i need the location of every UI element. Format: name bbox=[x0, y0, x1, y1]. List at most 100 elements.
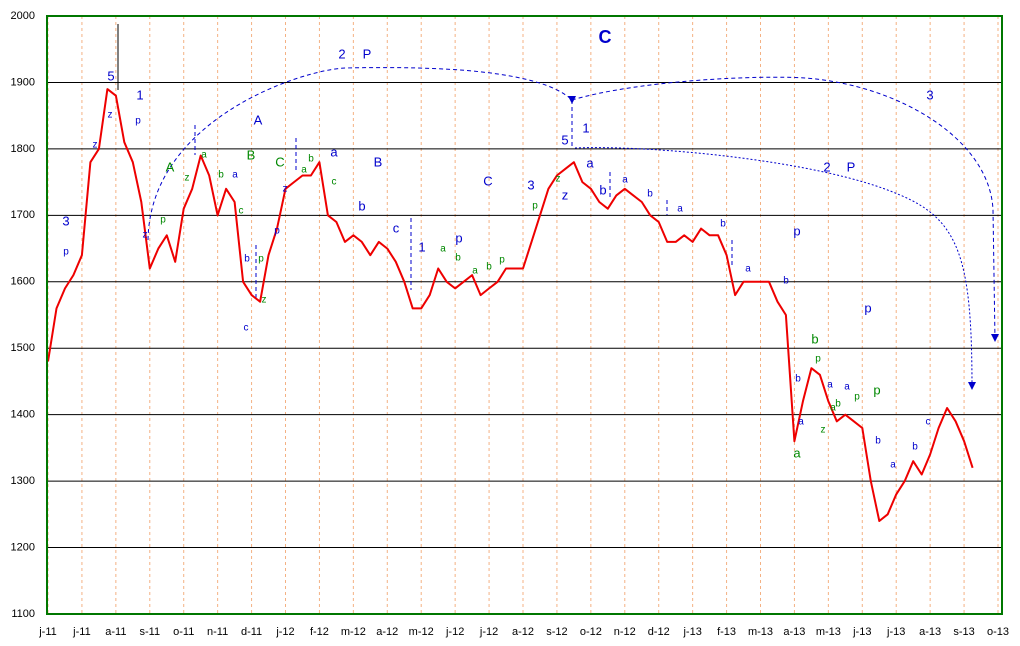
y-tick-label: 1500 bbox=[11, 342, 35, 354]
wave-label: 5 bbox=[107, 68, 114, 83]
wave-label: 1 bbox=[418, 239, 425, 254]
wave-label: A bbox=[254, 112, 263, 127]
x-tick-label: j-12 bbox=[445, 626, 464, 638]
wave-label: z bbox=[108, 110, 113, 121]
x-tick-label: m-12 bbox=[341, 626, 366, 638]
x-tick-label: s-12 bbox=[546, 626, 567, 638]
y-tick-label: 1100 bbox=[11, 608, 35, 620]
wave-label: b bbox=[783, 276, 789, 287]
wave-label: b bbox=[811, 331, 818, 346]
x-tick-label: j-13 bbox=[682, 626, 701, 638]
wave-label: a bbox=[232, 170, 238, 181]
x-tick-label: m-13 bbox=[816, 626, 841, 638]
wave-label: p bbox=[160, 215, 166, 226]
wave-label: B bbox=[247, 147, 256, 162]
x-tick-label: j-13 bbox=[852, 626, 871, 638]
y-tick-label: 1600 bbox=[11, 276, 35, 288]
wave-label: p bbox=[793, 223, 800, 238]
wave-label: p bbox=[455, 230, 462, 245]
wave-label: b bbox=[912, 442, 918, 453]
wave-label: c bbox=[244, 323, 249, 334]
wave-label: p bbox=[532, 201, 538, 212]
x-tick-label: a-11 bbox=[105, 626, 126, 638]
wave-label: p bbox=[854, 392, 860, 403]
x-tick-label: d-12 bbox=[648, 626, 670, 638]
wave-label: a bbox=[301, 165, 307, 176]
wave-label: b bbox=[835, 399, 841, 410]
wave-label: p bbox=[815, 354, 821, 365]
y-tick-label: 1800 bbox=[11, 143, 35, 155]
wave-label: c bbox=[332, 177, 337, 188]
x-tick-label: o-11 bbox=[173, 626, 194, 638]
wave-label: c bbox=[239, 206, 244, 217]
y-tick-label: 1900 bbox=[11, 76, 35, 88]
wave-label: b bbox=[795, 374, 801, 385]
wave-label: p bbox=[873, 382, 880, 397]
wave-projections bbox=[147, 67, 996, 389]
x-tick-label: m-13 bbox=[748, 626, 773, 638]
wave-label: a bbox=[890, 460, 896, 471]
wave-label: a bbox=[440, 244, 446, 255]
x-tick-label: a-12 bbox=[512, 626, 534, 638]
y-tick-label: 1700 bbox=[11, 209, 35, 221]
plot-border bbox=[46, 15, 1003, 615]
x-tick-label: o-12 bbox=[580, 626, 602, 638]
y-tick-label: 1300 bbox=[11, 475, 35, 487]
wave-label: b bbox=[218, 170, 224, 181]
wave-label: C bbox=[599, 27, 612, 47]
wave-label: 1 bbox=[582, 120, 589, 135]
x-tick-label: d-11 bbox=[241, 626, 262, 638]
wave-label: P bbox=[847, 159, 856, 174]
wave-label: p bbox=[499, 255, 505, 266]
wave-label: 2 bbox=[338, 46, 345, 61]
projection-curve bbox=[571, 76, 996, 341]
x-tick-label: o-13 bbox=[987, 626, 1009, 638]
wave-label: z bbox=[283, 184, 288, 195]
wave-label: 3 bbox=[527, 177, 534, 192]
x-tick-label: f-13 bbox=[717, 626, 736, 638]
x-tick-label: a-13 bbox=[783, 626, 805, 638]
wave-label: b bbox=[358, 198, 365, 213]
wave-label: A bbox=[166, 159, 175, 174]
wave-label: a bbox=[745, 264, 751, 275]
wave-label: B bbox=[374, 154, 383, 169]
wave-label: C bbox=[483, 173, 492, 188]
wave-label: a bbox=[622, 175, 628, 186]
wave-label: p bbox=[63, 247, 69, 258]
y-tick-label: 2000 bbox=[11, 10, 35, 22]
wave-label: z bbox=[143, 230, 148, 241]
wave-label: a bbox=[586, 155, 594, 170]
wave-label: a bbox=[830, 403, 836, 414]
x-tick-label: s-11 bbox=[139, 626, 160, 638]
wave-label: p bbox=[274, 226, 280, 237]
wave-label: p bbox=[864, 300, 871, 315]
wave-label: a bbox=[472, 266, 478, 277]
projection-curve bbox=[574, 147, 973, 389]
series bbox=[47, 88, 974, 522]
wave-label: z bbox=[556, 174, 561, 185]
x-tick-label: a-13 bbox=[919, 626, 941, 638]
x-tick-label: j-11 bbox=[38, 626, 57, 638]
wave-label: b bbox=[486, 262, 492, 273]
wave-label: 3 bbox=[62, 213, 69, 228]
x-tick-label: n-12 bbox=[614, 626, 636, 638]
wave-label: b bbox=[647, 189, 653, 200]
wave-label: z bbox=[262, 295, 267, 306]
wave-label: P bbox=[363, 46, 372, 61]
wave-label: z bbox=[93, 140, 98, 151]
y-tick-label: 1200 bbox=[11, 541, 35, 553]
arrowhead bbox=[968, 382, 976, 390]
wave-label: a bbox=[330, 144, 338, 159]
wave-label: p bbox=[135, 116, 141, 127]
wave-label: c bbox=[393, 220, 400, 235]
wave-label: b bbox=[875, 436, 881, 447]
wave-label: z bbox=[562, 187, 569, 202]
wave-label: b bbox=[599, 182, 606, 197]
wave-label: p bbox=[258, 254, 264, 265]
wave-label: a bbox=[793, 445, 801, 460]
wave-label: c bbox=[926, 417, 931, 428]
